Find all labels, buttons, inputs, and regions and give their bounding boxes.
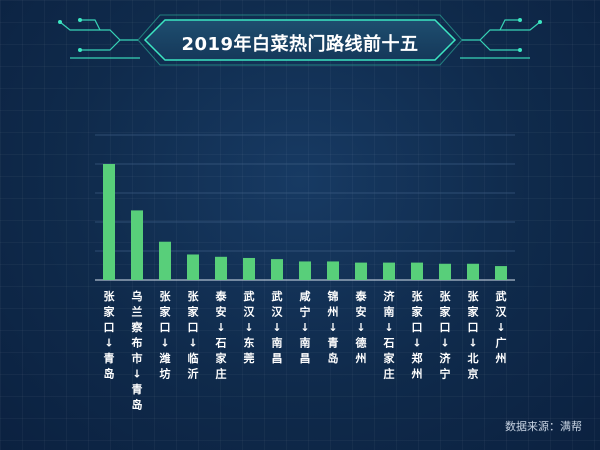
bar: [439, 263, 451, 280]
category-label: 张家口↓北京: [468, 289, 480, 381]
bar: [243, 257, 255, 280]
category-label: 武汉↓广州: [495, 289, 508, 365]
source-note: 数据来源：满帮: [505, 420, 582, 433]
bar: [411, 262, 423, 280]
category-label: 乌兰察布市↓青岛: [132, 289, 144, 412]
bar: [327, 261, 339, 280]
category-label: 武汉↓东莞: [243, 289, 256, 365]
bar: [383, 262, 395, 280]
title-frame: [58, 14, 542, 66]
bar: [299, 261, 311, 280]
bar: [215, 256, 227, 280]
chart-title: 2019年白菜热门路线前十五: [181, 34, 419, 55]
bar: [271, 259, 283, 280]
category-label: 泰安↓石家庄: [215, 289, 228, 381]
bar: [159, 241, 171, 280]
category-label: 锦州↓青岛: [327, 289, 339, 365]
category-label: 张家口↓郑州: [411, 289, 424, 381]
category-label: 张家口↓潍坊: [160, 289, 172, 381]
bar: [103, 164, 115, 280]
category-label: 张家口↓临沂: [188, 289, 200, 381]
category-label: 咸宁↓南昌: [300, 289, 311, 365]
category-label: 张家口↓济宁: [440, 289, 452, 381]
bar: [131, 210, 143, 280]
bar: [467, 263, 479, 280]
category-label: 济南↓石家庄: [383, 289, 396, 381]
bar: [495, 266, 507, 280]
bar: [355, 262, 367, 280]
category-label: 张家口↓青岛: [104, 289, 116, 381]
category-label: 泰安↓德州: [355, 289, 368, 365]
category-label: 武汉↓南昌: [272, 289, 284, 365]
bar: [187, 254, 199, 280]
